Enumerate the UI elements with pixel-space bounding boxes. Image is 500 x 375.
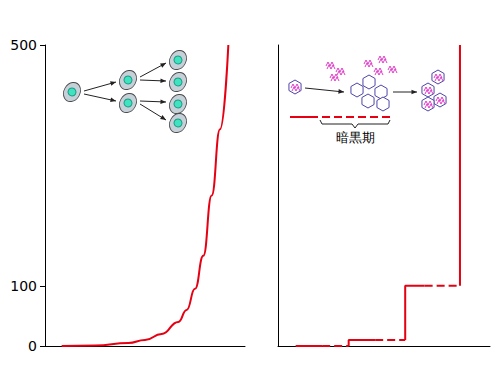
svg-text:0: 0 [28,338,37,354]
svg-text:500: 500 [10,37,37,53]
svg-text:暗黒期: 暗黒期 [336,130,375,145]
svg-text:100: 100 [10,278,37,294]
